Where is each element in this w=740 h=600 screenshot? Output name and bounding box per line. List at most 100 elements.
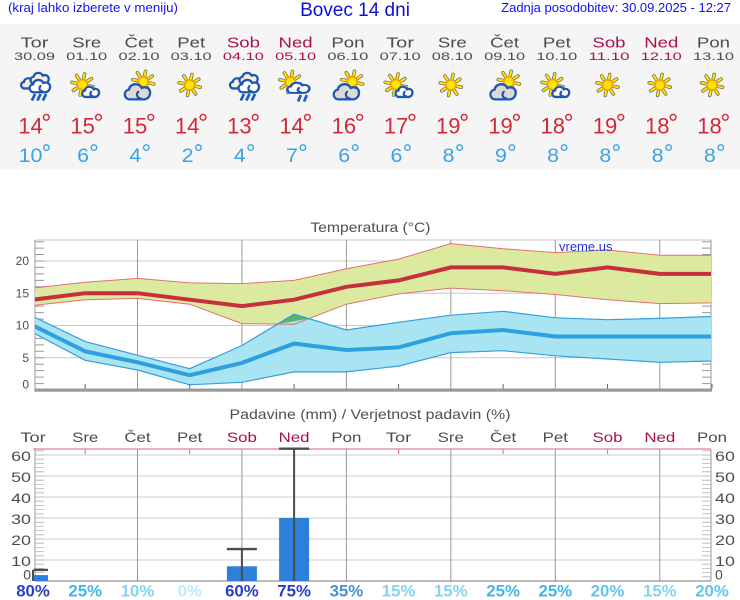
svg-text:05.10: 05.10 (275, 51, 316, 63)
svg-text:Zadnja posodobitev: 30.09.2025: Zadnja posodobitev: 30.09.2025 - 12:27 (501, 0, 731, 15)
svg-text:07.10: 07.10 (380, 51, 421, 63)
svg-text:13: 13 (227, 113, 251, 138)
svg-text:25%: 25% (539, 582, 573, 600)
svg-text:35%: 35% (330, 582, 364, 600)
svg-text:75%: 75% (277, 582, 311, 600)
svg-text:10: 10 (715, 553, 735, 569)
svg-text:17: 17 (384, 113, 408, 138)
svg-text:Sob: Sob (227, 430, 257, 445)
svg-text:Ned: Ned (644, 430, 675, 445)
svg-text:Čet: Čet (124, 429, 150, 445)
svg-text:0: 0 (715, 567, 723, 583)
svg-text:15: 15 (16, 286, 30, 300)
svg-text:15: 15 (123, 113, 147, 138)
svg-text:18: 18 (645, 113, 669, 138)
svg-text:50: 50 (11, 469, 31, 485)
svg-text:80%: 80% (16, 582, 50, 600)
svg-text:40: 40 (715, 490, 735, 506)
svg-text:Temperatura (°C): Temperatura (°C) (311, 220, 431, 235)
svg-text:14: 14 (279, 113, 303, 138)
svg-text:08.10: 08.10 (432, 51, 473, 63)
svg-text:30: 30 (715, 511, 735, 527)
svg-text:10: 10 (16, 319, 30, 333)
svg-text:8: 8 (547, 146, 559, 167)
svg-text:5: 5 (22, 351, 29, 365)
svg-text:Čet: Čet (490, 35, 519, 52)
svg-text:2: 2 (182, 146, 194, 167)
svg-text:15: 15 (70, 113, 94, 138)
svg-text:4: 4 (234, 146, 246, 167)
svg-text:40: 40 (11, 490, 31, 506)
svg-text:18: 18 (697, 113, 721, 138)
svg-text:06.10: 06.10 (327, 51, 368, 63)
svg-text:Čet: Čet (490, 429, 516, 445)
svg-text:60: 60 (715, 448, 735, 464)
svg-text:30.09: 30.09 (14, 51, 55, 63)
svg-text:60%: 60% (225, 582, 259, 600)
svg-text:10%: 10% (121, 582, 155, 600)
svg-text:7: 7 (286, 146, 298, 167)
svg-text:Sre: Sre (72, 36, 101, 52)
svg-text:10: 10 (11, 553, 31, 569)
svg-text:Pet: Pet (543, 430, 568, 445)
svg-text:Sre: Sre (72, 430, 99, 445)
svg-text:6: 6 (391, 146, 403, 167)
svg-text:30: 30 (11, 511, 31, 527)
svg-text:19: 19 (593, 113, 617, 138)
svg-text:19: 19 (488, 113, 512, 138)
svg-text:50: 50 (715, 469, 735, 485)
svg-text:10: 10 (19, 146, 43, 167)
svg-text:04.10: 04.10 (223, 51, 264, 63)
svg-text:Čet: Čet (125, 35, 154, 52)
svg-text:Tor: Tor (386, 430, 412, 445)
svg-text:16: 16 (332, 113, 356, 138)
svg-text:Ned: Ned (279, 430, 310, 445)
svg-text:6: 6 (338, 146, 350, 167)
svg-text:15%: 15% (434, 582, 468, 600)
svg-text:Pon: Pon (331, 430, 361, 445)
svg-text:25%: 25% (68, 582, 102, 600)
svg-text:(kraj lahko izberete v meniju): (kraj lahko izberete v meniju) (8, 0, 178, 15)
svg-text:25%: 25% (486, 582, 520, 600)
svg-text:0: 0 (23, 567, 31, 583)
svg-text:Pon: Pon (331, 36, 364, 52)
svg-text:Sre: Sre (438, 430, 465, 445)
svg-text:0: 0 (22, 377, 29, 391)
svg-text:Tor: Tor (386, 36, 414, 52)
svg-text:14: 14 (175, 113, 199, 138)
svg-text:Pon: Pon (697, 36, 730, 52)
svg-text:Pet: Pet (543, 36, 571, 52)
svg-text:6: 6 (77, 146, 89, 167)
svg-text:03.10: 03.10 (171, 51, 212, 63)
svg-text:Sob: Sob (592, 36, 625, 52)
svg-text:Ned: Ned (644, 36, 678, 52)
svg-text:vreme.us: vreme.us (559, 239, 613, 254)
svg-text:Pet: Pet (177, 36, 205, 52)
svg-text:Sob: Sob (227, 36, 260, 52)
svg-text:Sre: Sre (438, 36, 467, 52)
svg-text:8: 8 (704, 146, 716, 167)
svg-text:20: 20 (16, 254, 30, 268)
svg-text:18: 18 (541, 113, 565, 138)
svg-text:14: 14 (18, 113, 42, 138)
svg-text:Ned: Ned (279, 36, 313, 52)
svg-text:11.10: 11.10 (589, 51, 630, 63)
svg-text:02.10: 02.10 (119, 51, 160, 63)
svg-text:20%: 20% (591, 582, 625, 600)
svg-text:Pet: Pet (177, 430, 202, 445)
svg-text:15%: 15% (382, 582, 416, 600)
svg-text:20: 20 (715, 532, 735, 548)
svg-text:19: 19 (436, 113, 460, 138)
svg-text:8: 8 (443, 146, 455, 167)
svg-text:20%: 20% (695, 582, 729, 600)
svg-text:4: 4 (129, 146, 141, 167)
svg-text:Pon: Pon (697, 430, 727, 445)
svg-text:Tor: Tor (20, 430, 46, 445)
svg-text:10.10: 10.10 (536, 51, 577, 63)
svg-text:15%: 15% (643, 582, 677, 600)
svg-text:8: 8 (599, 146, 611, 167)
svg-text:8: 8 (652, 146, 664, 167)
svg-text:Bovec 14 dni: Bovec 14 dni (300, 0, 410, 21)
svg-text:60: 60 (11, 448, 31, 464)
svg-text:01.10: 01.10 (66, 51, 107, 63)
